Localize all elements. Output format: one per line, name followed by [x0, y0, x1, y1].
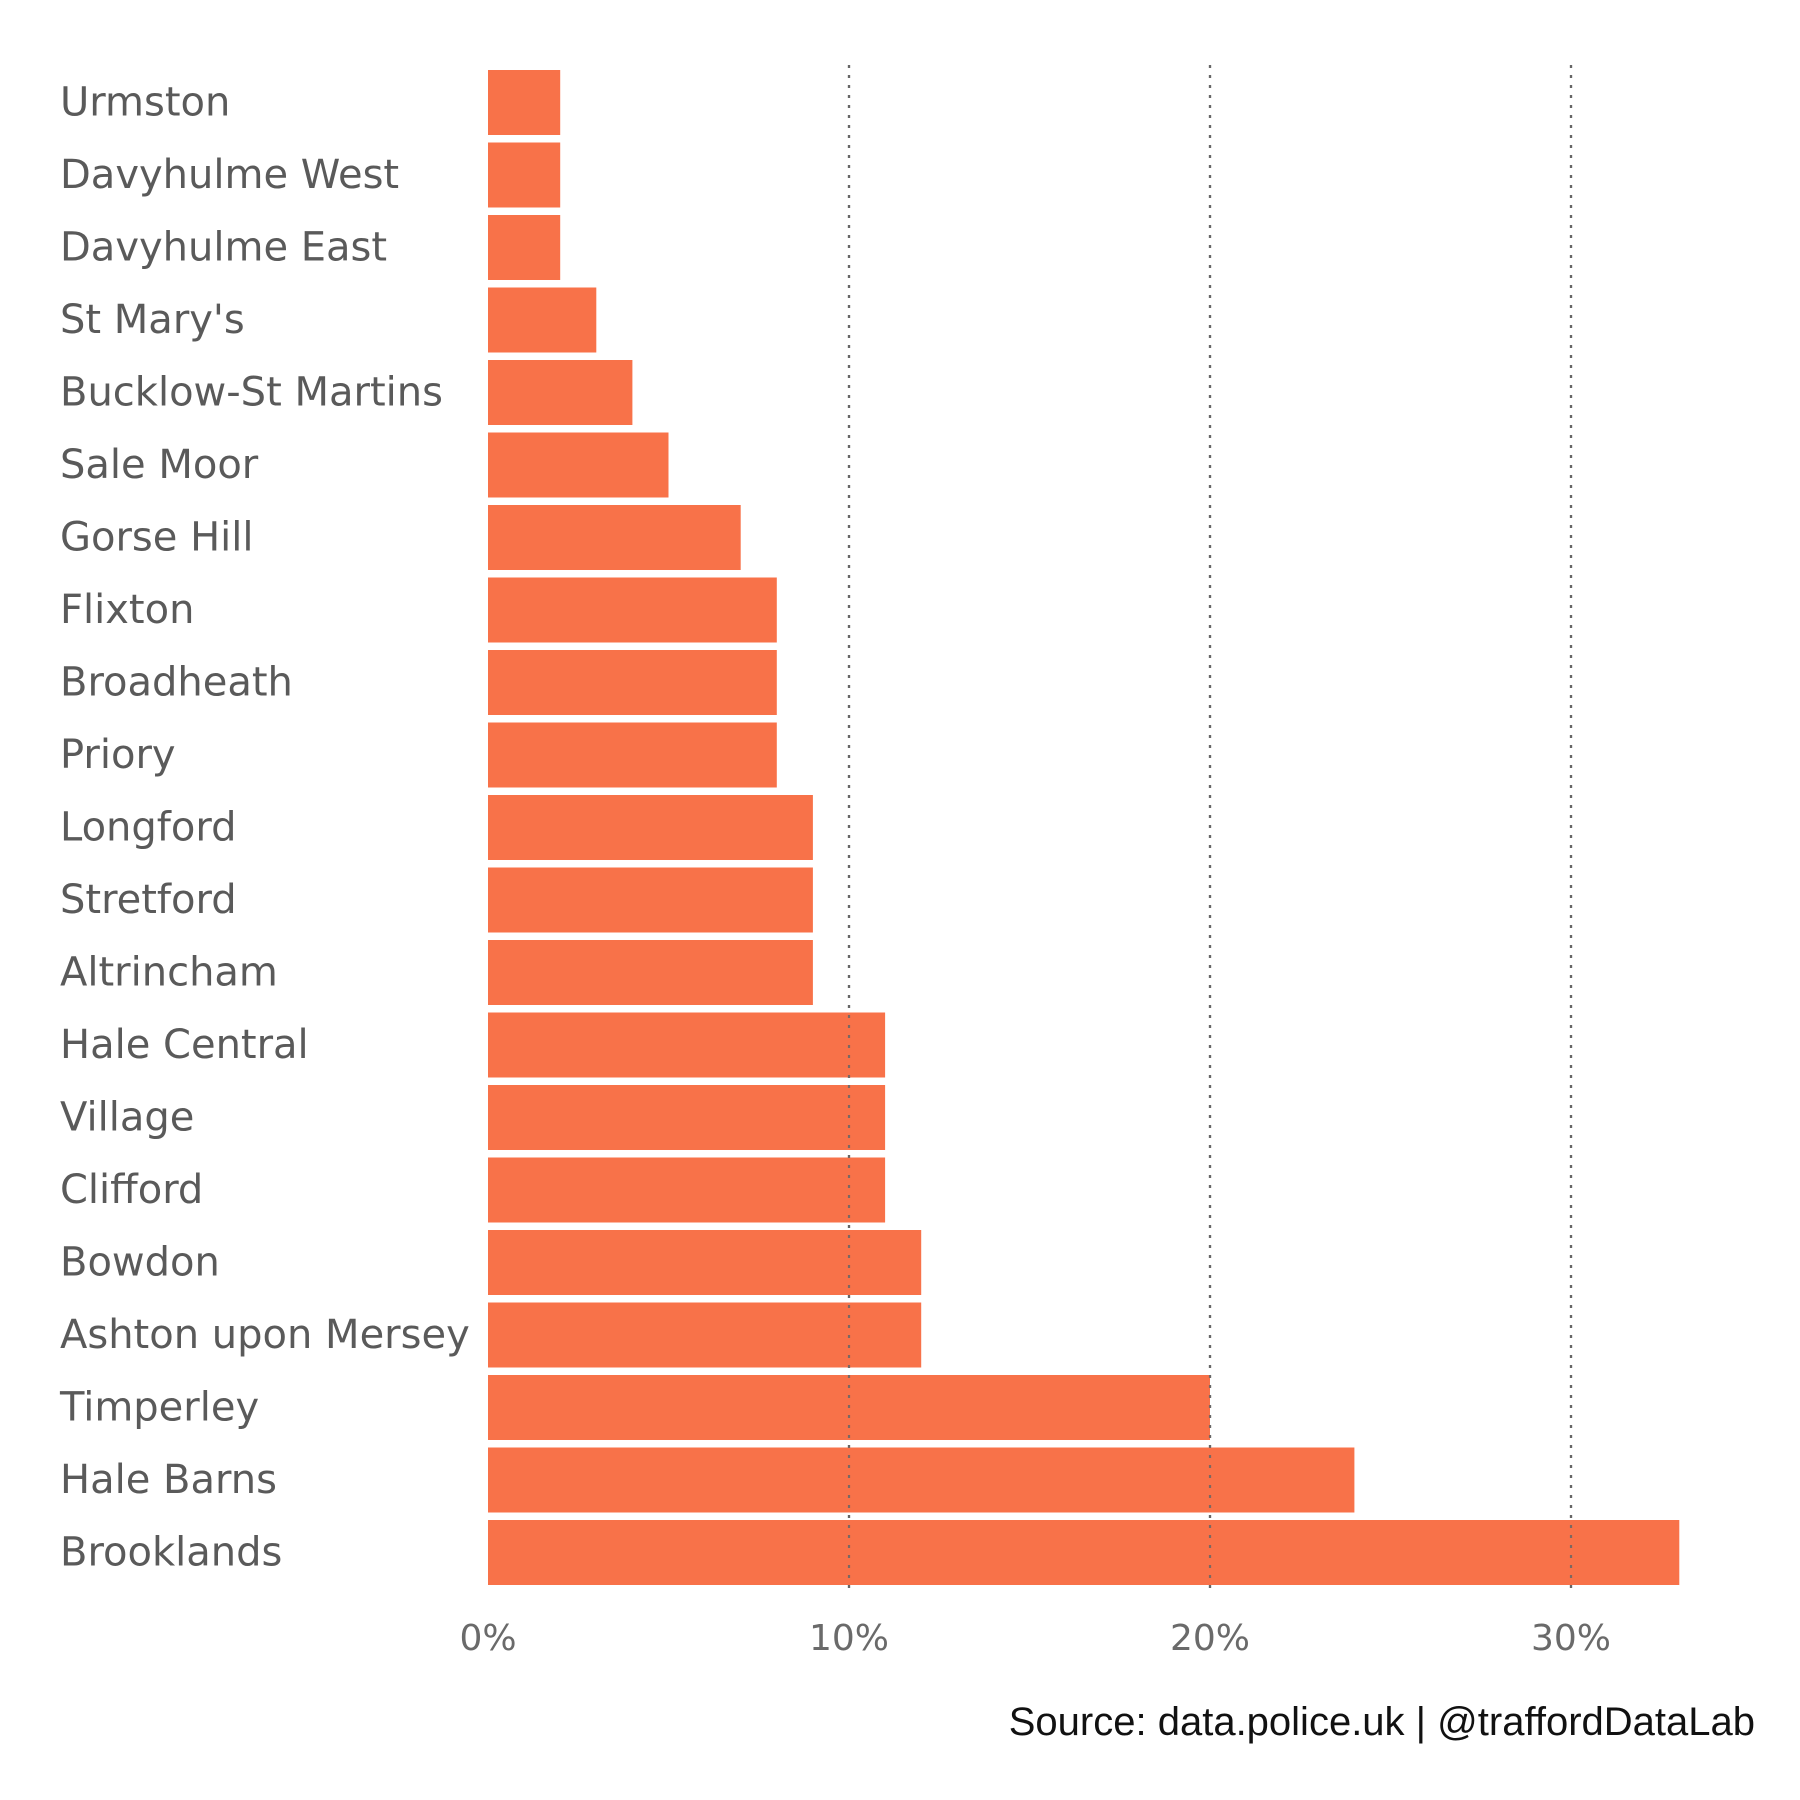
bar: [488, 722, 777, 788]
category-label: Clifford: [60, 1167, 203, 1213]
bar: [488, 1157, 886, 1223]
category-label: Longford: [60, 805, 236, 851]
category-label: Brooklands: [60, 1530, 282, 1576]
category-label: Urmston: [60, 80, 230, 126]
category-label: Bucklow-St Martins: [60, 370, 443, 416]
bar: [488, 70, 561, 135]
x-tick-label: 10%: [809, 1618, 889, 1659]
category-label: Stretford: [60, 877, 237, 923]
bar: [488, 287, 597, 353]
bar: [488, 1520, 1680, 1585]
category-label: Broadheath: [60, 660, 293, 706]
category-label: Sale Moor: [60, 442, 259, 488]
category-label: Altrincham: [60, 950, 278, 996]
x-tick-label: 0%: [459, 1618, 516, 1659]
bar: [488, 650, 777, 715]
category-label: Bowdon: [60, 1240, 220, 1286]
bar: [488, 360, 633, 425]
bar: [488, 142, 561, 208]
category-label: Ashton upon Mersey: [60, 1312, 470, 1358]
bar: [488, 215, 561, 280]
bar: [488, 1302, 922, 1368]
category-labels: Urmston Davyhulme West Davyhulme East St Ma…: [59, 80, 470, 1576]
bar: [488, 1085, 886, 1150]
category-label: Timperley: [59, 1385, 259, 1431]
bar: [488, 1012, 886, 1078]
bar: [488, 1447, 1355, 1513]
category-label: Hale Central: [60, 1022, 309, 1068]
bar: [488, 940, 813, 1005]
category-label: Davyhulme East: [60, 225, 387, 271]
x-tick-label: 20%: [1170, 1618, 1250, 1659]
gridlines-overlay: [847, 65, 1573, 1595]
category-label: Flixton: [60, 587, 194, 633]
category-label: Priory: [60, 732, 176, 778]
bar: [488, 432, 669, 498]
category-label: St Mary's: [60, 297, 245, 343]
bar: [488, 505, 741, 570]
x-axis-tick-labels: 0% 10% 20% 30%: [459, 1618, 1611, 1659]
category-label: Hale Barns: [60, 1457, 277, 1503]
category-label: Gorse Hill: [60, 515, 254, 561]
source-caption: Source: data.police.uk | @traffordDataLa…: [1008, 1700, 1755, 1744]
bar: [488, 795, 813, 860]
x-tick-label: 30%: [1531, 1618, 1611, 1659]
bar: [488, 577, 777, 643]
category-label: Village: [60, 1095, 194, 1141]
bars: [488, 70, 1680, 1585]
bar: [488, 1230, 922, 1295]
bar: [488, 867, 813, 933]
category-label: Davyhulme West: [60, 152, 399, 198]
